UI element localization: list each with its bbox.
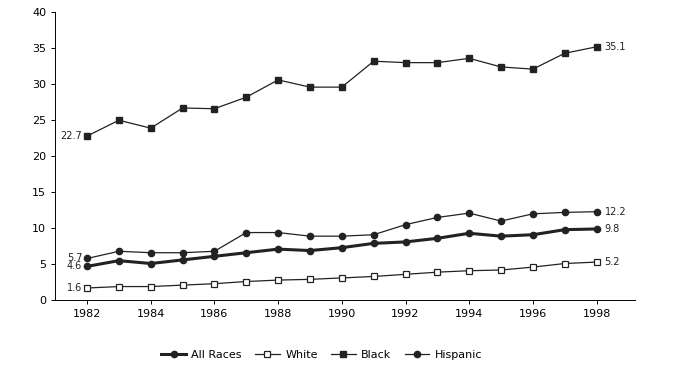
Hispanic <box>337 234 346 238</box>
Hispanic <box>179 250 187 255</box>
Text: 9.8: 9.8 <box>604 224 620 234</box>
Text: 5.2: 5.2 <box>604 257 620 267</box>
Black <box>115 118 123 122</box>
All Races <box>210 254 219 259</box>
White <box>242 279 250 284</box>
Hispanic <box>83 256 91 261</box>
Text: 12.2: 12.2 <box>604 207 626 217</box>
All Races <box>497 234 505 238</box>
White <box>370 274 378 279</box>
White <box>83 286 91 290</box>
Hispanic <box>560 210 569 215</box>
Hispanic <box>115 249 123 253</box>
White <box>146 284 155 289</box>
Text: 22.7: 22.7 <box>61 131 82 141</box>
All Races <box>115 258 123 263</box>
White <box>402 272 410 276</box>
Line: All Races: All Races <box>84 226 600 270</box>
All Races <box>179 258 187 262</box>
Black <box>337 85 346 89</box>
Hispanic <box>497 219 505 223</box>
White <box>529 265 537 270</box>
Hispanic <box>306 234 314 238</box>
Hispanic <box>402 222 410 227</box>
All Races <box>242 250 250 255</box>
All Races <box>306 248 314 253</box>
White <box>306 277 314 282</box>
All Races <box>274 247 282 252</box>
Text: 5.7: 5.7 <box>67 253 82 263</box>
Text: 4.6: 4.6 <box>67 262 82 271</box>
Hispanic <box>593 209 601 214</box>
Black <box>593 45 601 49</box>
Hispanic <box>210 249 219 253</box>
Black <box>274 78 282 82</box>
Hispanic <box>465 211 473 215</box>
White <box>115 284 123 289</box>
All Races <box>560 227 569 232</box>
All Races <box>529 232 537 237</box>
White <box>497 268 505 272</box>
Black <box>370 59 378 63</box>
Hispanic <box>370 232 378 237</box>
Line: White: White <box>84 259 600 291</box>
Black <box>497 65 505 69</box>
Black <box>146 126 155 131</box>
White <box>210 281 219 286</box>
Black <box>83 134 91 138</box>
White <box>337 276 346 280</box>
Line: Hispanic: Hispanic <box>84 209 600 262</box>
White <box>465 268 473 273</box>
Black <box>242 95 250 99</box>
All Races <box>433 236 442 241</box>
All Races <box>83 264 91 269</box>
Line: Black: Black <box>84 44 600 139</box>
Black <box>179 106 187 110</box>
Hispanic <box>274 230 282 235</box>
Legend: All Races, White, Black, Hispanic: All Races, White, Black, Hispanic <box>157 345 486 364</box>
Black <box>402 60 410 65</box>
All Races <box>402 240 410 244</box>
All Races <box>370 241 378 246</box>
Black <box>465 56 473 61</box>
All Races <box>465 231 473 236</box>
White <box>593 260 601 265</box>
Black <box>433 60 442 65</box>
White <box>433 270 442 275</box>
Black <box>529 67 537 71</box>
Black <box>560 51 569 56</box>
Hispanic <box>146 250 155 255</box>
Hispanic <box>242 230 250 235</box>
All Races <box>593 227 601 231</box>
Black <box>306 85 314 89</box>
White <box>560 261 569 266</box>
All Races <box>146 261 155 266</box>
White <box>179 283 187 287</box>
Text: 1.6: 1.6 <box>67 283 82 293</box>
Black <box>210 106 219 111</box>
Hispanic <box>433 215 442 220</box>
All Races <box>337 245 346 250</box>
Hispanic <box>529 212 537 216</box>
Text: 35.1: 35.1 <box>604 42 626 52</box>
White <box>274 278 282 282</box>
